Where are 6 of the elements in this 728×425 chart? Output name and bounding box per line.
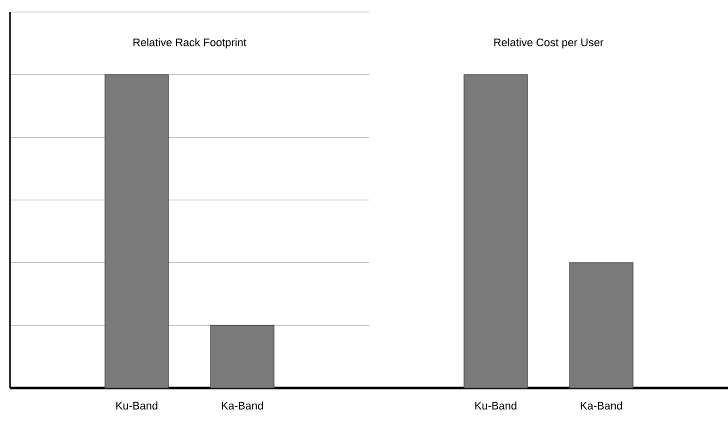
x-tick-label: Ka-Band [222, 402, 263, 410]
chart-title: Relative Cost per User [494, 38, 604, 48]
x-tick-label: Ku-Band [116, 402, 158, 410]
x-tick-label: Ku-Band [475, 402, 516, 410]
chart-title: Relative Rack Footprint [133, 38, 246, 48]
x-tick-label: Ka-Band [580, 402, 622, 410]
